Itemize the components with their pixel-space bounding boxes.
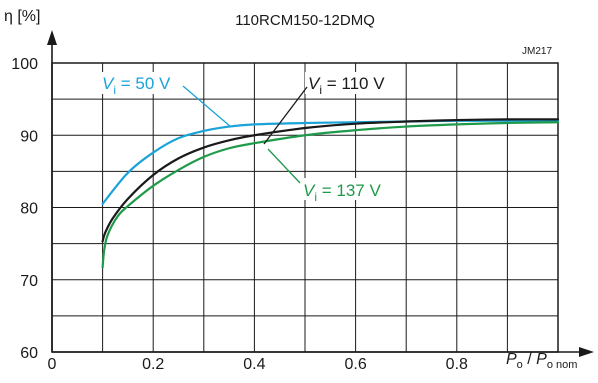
x-label-p2: P (536, 351, 547, 368)
y-tick-label: 70 (20, 273, 38, 290)
series (101, 118, 560, 269)
y-tick-label: 90 (20, 128, 38, 145)
series-label-110v-text: Vi = 110 V (308, 74, 385, 97)
series-label-137v: Vi = 137 V (267, 148, 404, 204)
x-tick-label: 0 (48, 356, 57, 373)
series-label-110v: Vi = 110 V (263, 72, 405, 145)
y-axis-label: η [%] (4, 8, 40, 25)
series-label-137v-text: Vi = 137 V (303, 181, 381, 204)
series-label-50v-text: Vi = 50 V (102, 74, 171, 97)
x-label-p1: P (506, 351, 517, 368)
x-label-slash: / (523, 351, 536, 368)
y-axis-arrow (47, 30, 57, 45)
x-axis-arrow (579, 347, 594, 357)
figure-code: JM217 (522, 46, 552, 57)
series-label-137v-leader (267, 148, 301, 184)
x-label-sub2: o nom (547, 359, 578, 371)
x-axis-label: Po / Po nom (506, 351, 577, 371)
y-tick-label: 100 (11, 56, 38, 73)
x-tick-label: 0.2 (142, 356, 164, 373)
series-label-110v-bg (305, 72, 405, 94)
series-label-50v-leader (182, 85, 232, 128)
grid (52, 63, 558, 352)
x-label-sub1: o (517, 359, 523, 371)
x-tick-label: 0.4 (243, 356, 265, 373)
tick-labels: 0 0.2 0.4 0.6 0.8 60 70 80 90 100 (11, 56, 468, 373)
series-line-1 (101, 118, 560, 243)
axes (47, 30, 594, 357)
series-label-137v-bg (300, 178, 404, 200)
x-tick-label: 0.8 (446, 356, 468, 373)
series-label-50v-bg (100, 72, 184, 94)
series-line-2 (101, 121, 560, 269)
x-tick-label: 0.6 (344, 356, 366, 373)
chart-title: 110RCM150-12DMQ (235, 12, 375, 29)
y-tick-label: 60 (20, 345, 38, 362)
series-label-110v-leader (263, 86, 308, 145)
series-label-50v: Vi = 50 V (100, 72, 232, 128)
y-tick-label: 80 (20, 201, 38, 218)
